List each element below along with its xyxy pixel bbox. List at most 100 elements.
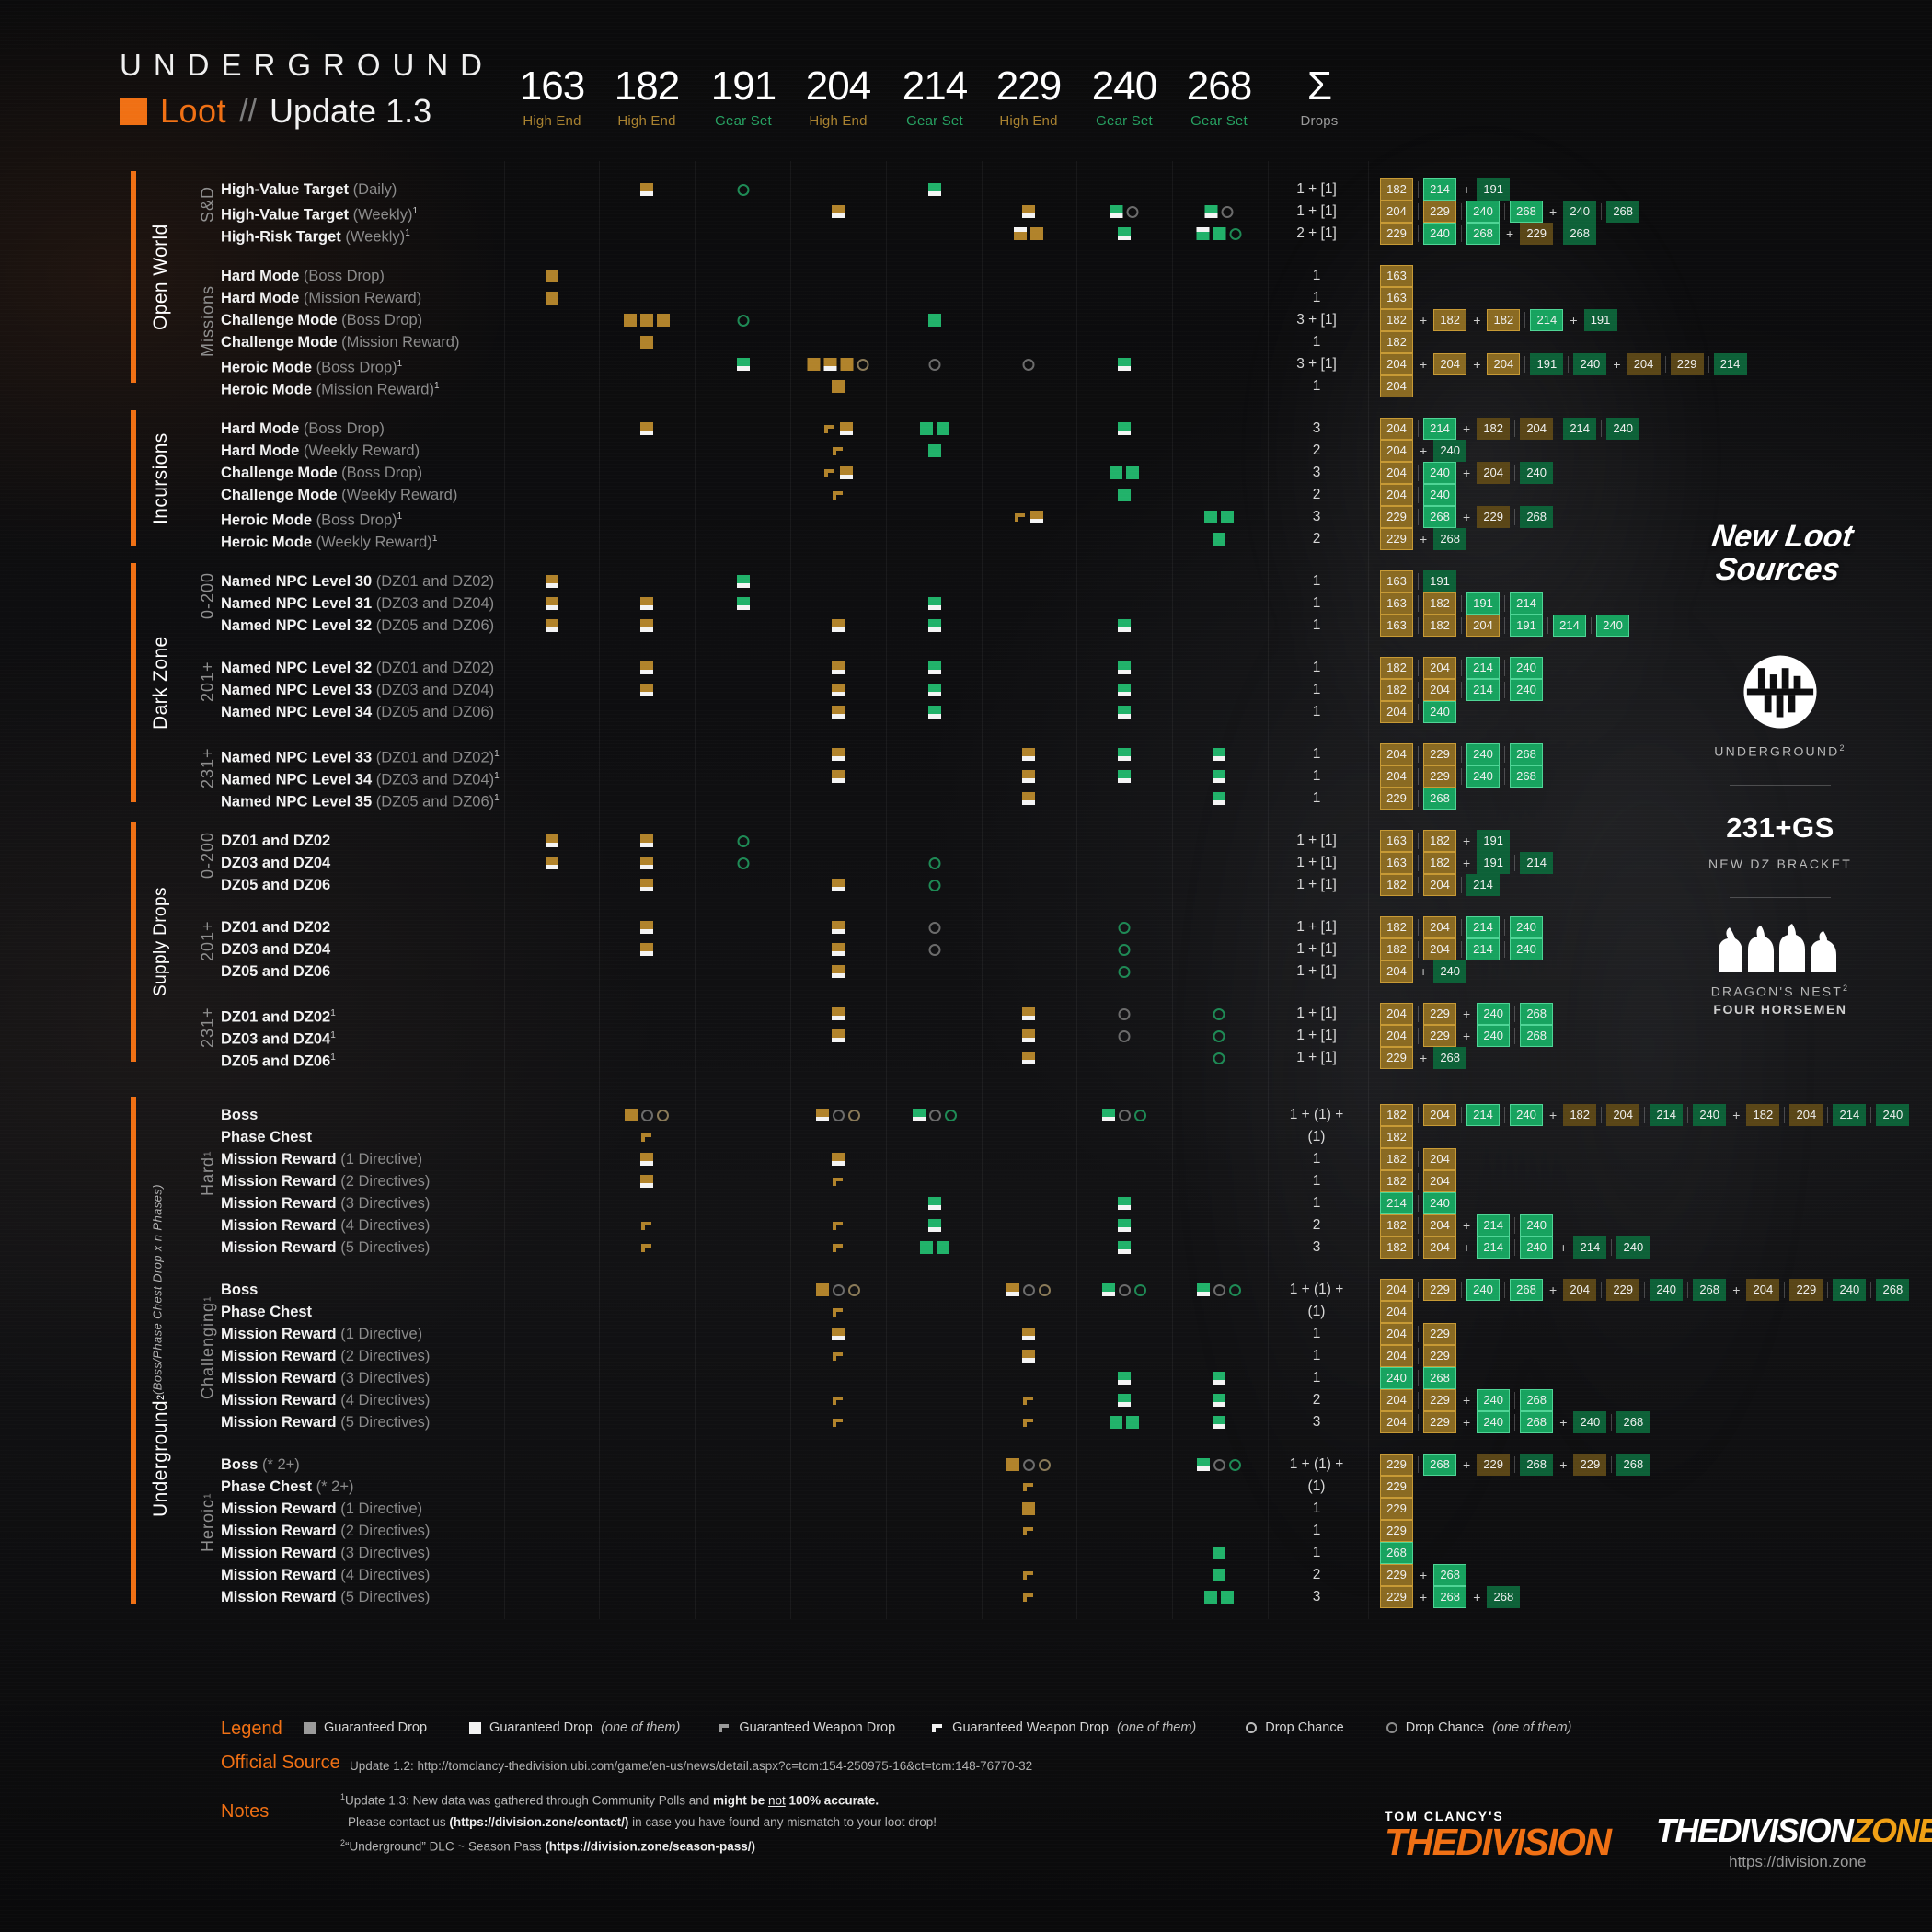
marker-g-he-icon [640, 879, 653, 891]
table-row: DZ01 and DZ021 1 + [1] 204 229 +240 268 [0, 1003, 1932, 1026]
drop-chip: 268 [1423, 1454, 1456, 1476]
drop-chip: 204 [1466, 615, 1500, 637]
drop-chip: 240 [1433, 960, 1467, 983]
marker-c-he-icon [848, 1283, 860, 1296]
matrix-cell-229 [1022, 1003, 1035, 1025]
marker-g-he-icon [640, 1153, 653, 1166]
marker-s-gs-icon [1204, 1591, 1217, 1604]
chip-separator [1504, 941, 1505, 958]
matrix-cell-268 [1213, 765, 1225, 788]
chip-separator [1784, 1107, 1786, 1123]
column-header-229: 229 High End [996, 66, 1062, 130]
chip-plus: + [1463, 834, 1471, 848]
drop-chip: 268 [1693, 1279, 1727, 1301]
column-header-number: 268 [1186, 63, 1252, 109]
row-label-name: Named NPC Level 33 [221, 682, 373, 698]
drop-chip: 240 [1423, 484, 1456, 506]
column-header-subtitle: High End [617, 113, 676, 129]
matrix-cell-240 [1118, 1214, 1131, 1236]
table-row: DZ05 and DZ06 1 + [1] 182 204 214 [0, 874, 1932, 896]
drop-chip: 268 [1433, 1047, 1467, 1069]
marker-g-gs-icon [928, 597, 941, 610]
matrix-cell-204 [832, 701, 845, 723]
marker-c-he-icon [1039, 1283, 1051, 1296]
column-rule [1268, 161, 1269, 1619]
marker-g-he-icon [832, 684, 845, 696]
row-label-name: Named NPC Level 31 [221, 595, 373, 612]
chip-separator [1418, 746, 1419, 763]
drops-sum: 2 [1312, 487, 1321, 502]
row-label-name: Mission Reward [221, 1195, 337, 1212]
dragons-nest-label: DRAGON'S NEST2 [1647, 983, 1914, 999]
column-rule [1076, 161, 1077, 1619]
drop-chip: 204 [1380, 462, 1413, 484]
tom-clancys-text: TOM CLANCY'S [1385, 1809, 1504, 1823]
chip-separator [1418, 1006, 1419, 1022]
row-label-qualifier: (DZ05 and DZ06) [375, 704, 495, 720]
drop-chip: 240 [1433, 440, 1467, 462]
drop-chip: 182 [1433, 309, 1467, 331]
matrix-cell-204 [832, 1003, 845, 1025]
marker-g-he-icon [640, 661, 653, 674]
row-label-sup: 1 [330, 1052, 336, 1063]
drop-chips: 204 229 +240 268 [1380, 1389, 1554, 1411]
marker-g-he-icon [832, 706, 845, 719]
drops-sum: 3 [1312, 465, 1321, 480]
marker-c-he-icon [1039, 1458, 1051, 1471]
matrix-cell-214 [928, 874, 941, 896]
drop-chips: 182 +182 +182 214 +191 [1380, 309, 1617, 331]
marker-c-gs-icon [1229, 227, 1242, 240]
chip-separator [1418, 1456, 1419, 1473]
matrix-cell-268 [1213, 1003, 1225, 1025]
drops-sum: 3 [1312, 1589, 1321, 1604]
chip-separator [1418, 1028, 1419, 1044]
drops-sum: 1 + [1] [1296, 833, 1337, 848]
drop-chip: 268 [1520, 506, 1554, 528]
marker-g-he-icon [546, 597, 558, 610]
drop-chip: 204 [1423, 874, 1456, 896]
column-header-subtitle: Drops [1300, 113, 1339, 129]
marker-c-gy-icon [1213, 1283, 1225, 1296]
drop-chips: 163 182 +191 214 [1380, 852, 1554, 874]
chip-separator [1418, 225, 1419, 242]
drops-sum: 1 + [1] [1296, 941, 1337, 957]
marker-g-gs-icon [1118, 1372, 1131, 1385]
matrix-cell-163 [546, 830, 558, 852]
marker-g-he-icon [640, 684, 653, 696]
matrix-cell-182 [640, 615, 653, 637]
table-row: Hard Mode (Weekly Reward) 2 204 +240 [0, 440, 1932, 462]
chip-separator [1461, 225, 1462, 242]
marker-s-he-icon [546, 270, 558, 282]
matrix-cell-240 [1118, 1389, 1131, 1411]
marker-g-he-icon [546, 619, 558, 632]
matrix-cell-204 [832, 1214, 845, 1236]
drops-sum: 1 [1312, 660, 1321, 675]
matrix-cell-229 [1014, 223, 1043, 245]
row-label-qualifier: (2 Directives) [340, 1348, 431, 1364]
note-1-c: not [768, 1793, 786, 1808]
matrix-cell-240 [1118, 1192, 1131, 1214]
row-label: Heroic Mode (Mission Reward)1 [221, 375, 440, 398]
row-label-qualifier: (4 Directives) [340, 1392, 431, 1409]
marker-g-he-icon [832, 205, 845, 218]
matrix-cell-182 [640, 938, 653, 960]
chip-separator [1514, 465, 1516, 481]
drop-chip: 240 [1510, 916, 1543, 938]
matrix-cell-191 [737, 309, 750, 331]
row-label: Named NPC Level 30 (DZ01 and DZ02) [221, 570, 494, 592]
row-label-qualifier: (DZ01 and DZ02) [375, 749, 495, 766]
marker-s-gs-icon [1118, 489, 1131, 501]
row-label-name: DZ01 and DZ02 [221, 1008, 331, 1026]
matrix-cell-182 [640, 657, 653, 679]
drop-chip: 229 [1477, 1454, 1511, 1476]
drops-sum: 2 [1312, 1567, 1321, 1582]
drop-chips: 182 204 +214 240 +214 240 [1380, 1236, 1650, 1259]
matrix-cell-182 [640, 1214, 653, 1236]
marker-w-he-icon [832, 1416, 845, 1429]
drops-sum: 1 + [1] [1296, 1006, 1337, 1021]
matrix-cell-204 [823, 418, 853, 440]
chip-separator [1504, 1107, 1505, 1123]
marker-c-gy-icon [1118, 1029, 1131, 1042]
drop-chip: 182 [1380, 178, 1413, 201]
row-label: Mission Reward (1 Directive) [221, 1498, 422, 1520]
